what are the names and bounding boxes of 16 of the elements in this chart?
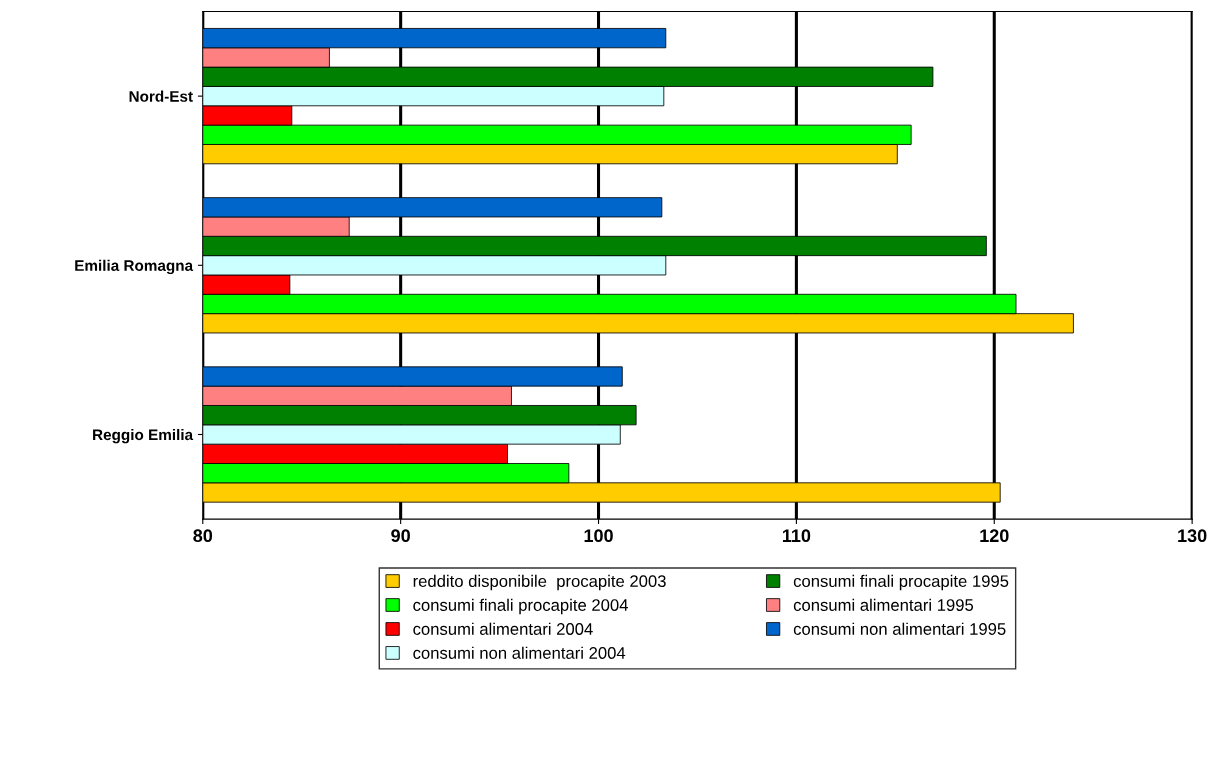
legend-label: consumi finali procapite 2004 — [413, 598, 628, 615]
y-tick-label: Nord-Est — [129, 90, 193, 102]
legend-label: consumi non alimentari 1995 — [793, 622, 1006, 635]
legend-label: reddito disponibile procapite 2003 — [413, 574, 666, 591]
legend-label: consumi alimentari 1995 — [793, 598, 974, 611]
legend-label: consumi non alimentari 2004 — [413, 646, 626, 659]
legend-label: consumi finali procapite 1995 — [793, 574, 1009, 591]
x-tick-label: 110 — [782, 529, 811, 543]
y-tick-label: Emilia Romagna — [75, 259, 194, 275]
y-tick-label: Reggio Emilia — [93, 428, 194, 444]
x-tick-label: 100 — [584, 529, 613, 543]
x-tick-label: 80 — [193, 529, 213, 543]
legend-label: consumi alimentari 2004 — [413, 622, 593, 635]
x-tick-label: 90 — [391, 529, 410, 543]
x-tick-label: 130 — [1178, 529, 1207, 543]
x-tick-label: 120 — [980, 529, 1009, 543]
